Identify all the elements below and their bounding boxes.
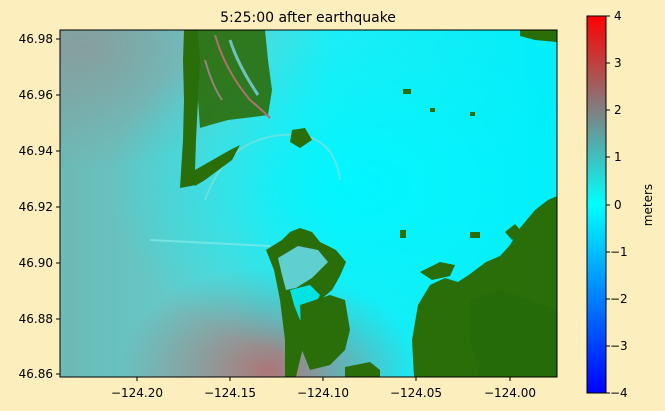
north-island	[290, 128, 312, 148]
southeast-headland-shade	[470, 290, 557, 377]
colorbar-tick-label: 0	[614, 198, 622, 212]
north-spit-tip	[195, 145, 240, 186]
colorbar-label: meters	[641, 184, 655, 226]
y-tick-label: 46.92	[19, 200, 53, 214]
north-spit-channel-3	[228, 39, 260, 96]
x-tick-label: −124.05	[390, 386, 442, 400]
chart-title: 5:25:00 after earthquake	[220, 10, 396, 26]
south-marsh	[300, 295, 350, 370]
northeast-marsh	[520, 30, 557, 42]
x-axis: −124.20 −124.15 −124.10 −124.05 −124.00	[111, 377, 536, 400]
marsh-islet-1	[403, 89, 411, 94]
north-spit-channel-1	[214, 34, 271, 119]
colorbar-gradient	[586, 15, 607, 394]
x-tick-label: −124.20	[111, 386, 163, 400]
south-shore-strip	[345, 362, 380, 377]
colorbar-tick-label: 3	[614, 56, 622, 70]
y-tick-label: 46.90	[19, 256, 53, 270]
marsh-islet-2	[430, 108, 435, 112]
colorbar-tick-label: −1	[610, 245, 628, 259]
y-tick-label: 46.88	[19, 312, 53, 326]
x-tick-label: −124.00	[484, 386, 536, 400]
y-tick-label: 46.98	[19, 32, 53, 46]
plot-area	[60, 30, 557, 377]
colorbar-tick-label: 1	[614, 150, 622, 164]
north-spit-channel-2	[204, 59, 223, 101]
marsh-islet-3	[470, 112, 475, 116]
y-tick-label: 46.96	[19, 88, 53, 102]
plot-frame	[59, 29, 558, 378]
marsh-islet-5	[470, 232, 480, 238]
y-tick-label: 46.86	[19, 367, 53, 381]
east-island	[505, 224, 522, 240]
south-spit-lagoon	[290, 285, 320, 320]
south-spit-inner-water	[278, 246, 328, 290]
colorbar-tick-label: 4	[614, 9, 622, 23]
colorbar-tick-label: −2	[610, 292, 628, 306]
marsh-islet-4	[400, 230, 406, 238]
y-tick-label: 46.94	[19, 144, 53, 158]
southeast-coast-fringe	[420, 262, 455, 280]
colorbar: 4 3 2 1 0 −1 −2 −3 −4 meters	[586, 9, 655, 400]
y-axis: 46.98 46.96 46.94 46.92 46.90 46.88 46.8…	[19, 32, 60, 381]
colorbar-tick-label: 2	[614, 103, 622, 117]
x-tick-label: −124.15	[204, 386, 256, 400]
colorbar-tick-label: −3	[610, 339, 628, 353]
north-spit-land	[180, 30, 200, 188]
inlet-jet	[149, 239, 271, 247]
colorbar-tick-label: −4	[610, 386, 628, 400]
x-tick-label: −124.10	[297, 386, 349, 400]
